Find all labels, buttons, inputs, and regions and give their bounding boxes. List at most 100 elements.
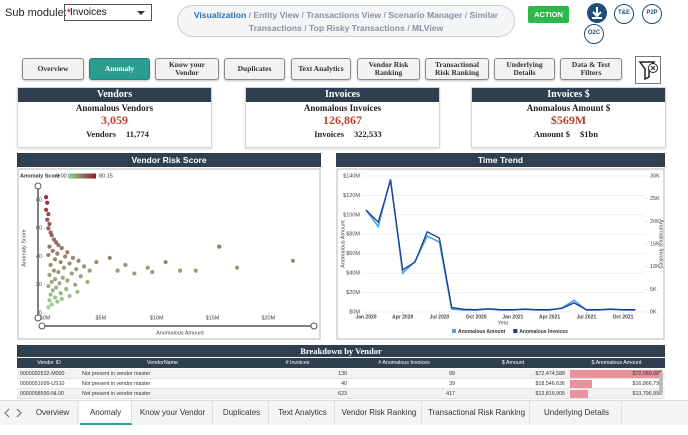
module-button[interactable]: T&E: [614, 4, 634, 24]
slider-handle[interactable]: [310, 322, 318, 330]
scatter-point: [87, 268, 92, 273]
nav-item[interactable]: Transactions View: [299, 10, 381, 20]
scatter-point: [49, 233, 54, 238]
submodule-select[interactable]: Invoices: [64, 4, 152, 21]
scatter-point: [65, 278, 70, 283]
kpi-title: Invoices: [246, 88, 439, 102]
legend-swatch: [513, 329, 518, 333]
submodule-label: Sub module:: [5, 7, 67, 19]
table-cell: $13,816,905: [535, 391, 565, 397]
filter-button[interactable]: [635, 56, 661, 84]
scatter-point: [45, 217, 50, 222]
page-tab[interactable]: Vendor Risk Ranking: [337, 401, 422, 425]
tab-button[interactable]: Vendor Risk Ranking: [357, 58, 420, 80]
scatter-point: [47, 272, 52, 277]
scatter-point: [49, 279, 54, 285]
scatter-point: [193, 268, 198, 273]
submodule-value: Invoices: [70, 7, 107, 18]
panel-title: Time Trend: [478, 155, 523, 165]
kpi-title: Vendors: [18, 88, 211, 102]
legend-swatch: [452, 329, 456, 333]
column-header: # Anomalous Invoices: [378, 360, 430, 366]
y-tick-label: 40: [36, 254, 42, 260]
page-tab[interactable]: Overview: [28, 401, 78, 425]
tab-button[interactable]: Underlying Details: [494, 58, 555, 80]
scatter-point: [56, 269, 61, 275]
page-tab[interactable]: Anomaly: [80, 401, 132, 425]
x-axis-label: Year: [497, 320, 508, 326]
panel-title-bar: [336, 153, 665, 167]
scatter-point: [59, 296, 64, 301]
scatter-point: [58, 291, 63, 296]
kpi-card: Invoices Anomalous Invoices 126,867 Invoice…: [245, 87, 440, 148]
column-header: Vendor ID: [37, 360, 61, 366]
kpi-card: Vendors Anomalous Vendors 3,059 Vendors 11,7…: [17, 87, 212, 148]
legend-title: Anomaly Score: [20, 173, 60, 179]
page-tab[interactable]: Duplicates: [215, 401, 269, 425]
slider-handle[interactable]: [34, 314, 42, 322]
scatter-point: [63, 254, 68, 259]
scatter-point: [46, 252, 51, 258]
tab-button[interactable]: Text Analytics: [291, 58, 351, 80]
page-tab[interactable]: Underlying Details: [532, 401, 622, 425]
nav-item[interactable]: MLView: [405, 23, 443, 33]
data-bar: [570, 380, 592, 388]
column-header: # Invoices: [285, 360, 310, 366]
nav-item[interactable]: Scenario Manager: [381, 10, 462, 20]
scatter-point: [50, 248, 55, 253]
y2-tick-label: 15K: [650, 241, 660, 247]
table-cell: Not present in vendor master: [82, 371, 151, 377]
table-scrollbar[interactable]: [659, 372, 663, 394]
action-button[interactable]: ACTION: [528, 6, 569, 23]
tab-button[interactable]: Data & Test Filters: [560, 58, 622, 80]
tab-button[interactable]: Know your Vendor: [155, 58, 219, 80]
nav-item[interactable]: Entity View: [246, 10, 299, 20]
table-cell: 417: [446, 391, 455, 397]
tab-button[interactable]: Transactional Risk Ranking: [425, 58, 489, 80]
scatter-point: [48, 262, 53, 268]
x-tick-label: $5M: [95, 315, 106, 321]
panel-frame: [17, 168, 321, 340]
legend-label: Anomalous Invoices: [519, 329, 568, 335]
scatter-point: [47, 244, 52, 249]
kpi-value: 3,059: [101, 113, 128, 127]
table-title: Breakdown by Vendor: [17, 345, 665, 357]
page-tab[interactable]: Know your Vendor: [133, 401, 213, 425]
scatter-point: [64, 286, 69, 292]
y2-tick-label: 0K: [650, 309, 657, 315]
view-nav: VisualizationEntity ViewTransactions Vie…: [177, 5, 515, 37]
tab-scroll[interactable]: [4, 408, 22, 418]
page-tabs: Overview Anomaly Know your Vendor Duplicate…: [0, 400, 688, 425]
y2-axis-label: Anomalous Invoices: [658, 219, 664, 268]
table-cell: 0000051699-US10: [20, 381, 65, 387]
scatter-point: [56, 243, 61, 248]
table-cell: 0000092632-M000: [20, 371, 65, 377]
module-button[interactable]: P2P: [642, 4, 662, 24]
module-button[interactable]: O2C: [584, 24, 604, 44]
table-row: [17, 379, 665, 389]
tab-button[interactable]: Duplicates: [224, 58, 285, 80]
slider-handle[interactable]: [38, 322, 46, 330]
y-tick-label: $80M: [346, 232, 360, 238]
scatter-point: [81, 264, 87, 269]
page-tab[interactable]: Text Analytics: [271, 401, 335, 425]
kpi-sub-label: Vendors: [86, 129, 116, 139]
slider-handle[interactable]: [34, 182, 42, 190]
scatter-point: [46, 284, 51, 289]
table-cell: $13,796,995: [632, 391, 662, 397]
download-icon[interactable]: [586, 2, 608, 24]
nav-item[interactable]: Top Risky Transactions: [302, 23, 405, 33]
tab-button[interactable]: Overview: [22, 58, 84, 80]
data-bar: [570, 370, 662, 378]
x-tick-label: Jul 2020: [430, 314, 450, 320]
required-mark: *: [66, 7, 72, 19]
tab-button[interactable]: Anomaly: [89, 58, 150, 80]
legend-gradient: [68, 173, 96, 179]
scatter-point: [163, 260, 168, 265]
table-cell: 39: [449, 381, 455, 387]
nav-item[interactable]: Visualization: [193, 10, 247, 20]
scatter-point: [145, 265, 150, 270]
page-tab[interactable]: Transactional Risk Ranking: [424, 401, 530, 425]
table-cell: 0000058590-NL00: [20, 391, 64, 397]
